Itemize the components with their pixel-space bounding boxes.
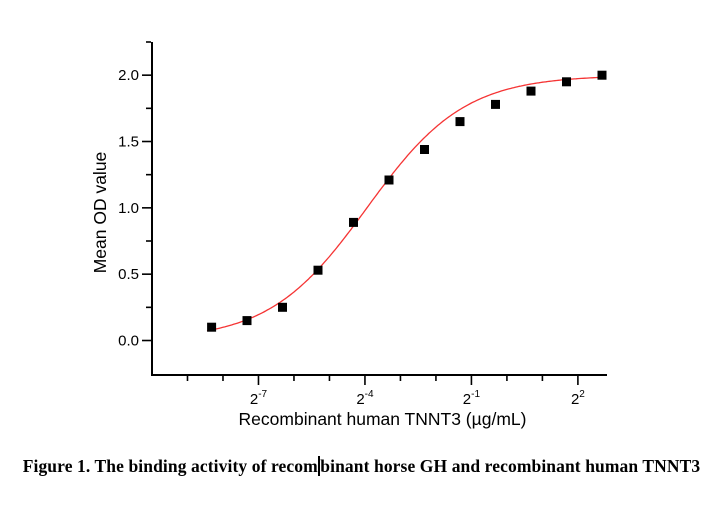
x-tick-label: 22 (571, 389, 585, 408)
binding-activity-chart: 2-7 2-4 2-1 22 0.0 0.5 1.0 1.5 2.0 Recombinant hu… (90, 41, 607, 429)
figure-caption[interactable]: Figure 1. The binding activity of recom b… (0, 456, 723, 477)
y-axis-title: Mean OD value (90, 152, 110, 274)
data-point (242, 316, 252, 326)
data-point (420, 145, 429, 154)
y-tick-label: 2.0 (118, 67, 139, 84)
fit-curve (206, 76, 603, 332)
text-cursor-icon (318, 456, 320, 476)
data-point (597, 70, 607, 80)
data-point (278, 302, 287, 312)
data-point (207, 322, 217, 332)
y-tick-label: 0.0 (118, 333, 139, 350)
x-tick-label: 2-7 (250, 389, 268, 408)
y-tick-label: 1.0 (118, 200, 139, 217)
y-tick-label: 1.5 (118, 134, 139, 151)
caption-text-after-cursor: binant horse GH and recombinant human TN… (320, 456, 701, 476)
data-point (455, 117, 465, 127)
y-tick-label: 0.5 (118, 266, 139, 283)
data-point (349, 217, 358, 227)
data-point (562, 77, 571, 87)
x-tick-label: 2-1 (463, 389, 481, 408)
data-point (526, 86, 536, 96)
caption-text-before-cursor: Figure 1. The binding activity of recom (22, 456, 318, 476)
data-point (313, 265, 323, 275)
data-point (491, 99, 500, 109)
data-point (384, 175, 394, 185)
x-axis-title: Recombinant human TNNT3 (µg/mL) (239, 409, 527, 429)
x-tick-label: 2-4 (356, 389, 374, 408)
